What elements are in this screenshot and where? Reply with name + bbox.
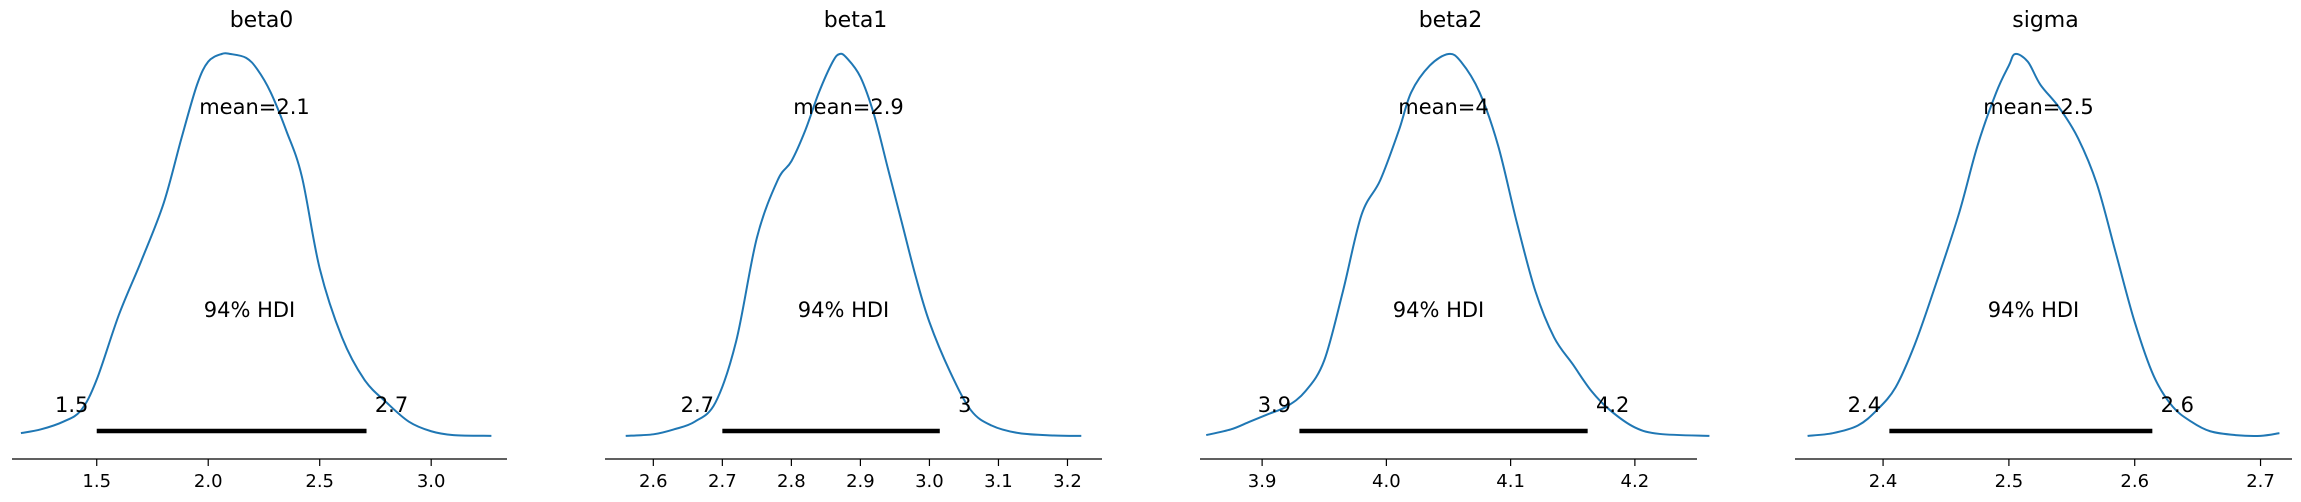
- hdi-label: 94% HDI: [798, 298, 890, 322]
- hdi-label: 94% HDI: [1393, 298, 1485, 322]
- x-tick-label: 2.9: [846, 471, 875, 492]
- panel-title: beta0: [230, 8, 294, 33]
- panel-title: sigma: [2012, 8, 2078, 33]
- hdi-high-label: 3: [958, 393, 971, 417]
- hdi-label: 94% HDI: [1988, 298, 2080, 322]
- hdi-high-label: 4.2: [1596, 393, 1629, 417]
- x-tick-label: 3.9: [1248, 471, 1277, 492]
- panel-title: beta2: [1419, 8, 1483, 33]
- x-tick-label: 2.5: [1995, 471, 2024, 492]
- hdi-low-label: 1.5: [55, 393, 88, 417]
- x-tick-label: 2.6: [639, 471, 668, 492]
- x-tick-label: 2.4: [1869, 471, 1898, 492]
- hdi-low-label: 3.9: [1258, 393, 1291, 417]
- mean-label: mean=4: [1398, 95, 1489, 119]
- hdi-low-label: 2.4: [1848, 393, 1881, 417]
- mean-label: mean=2.5: [1983, 95, 2094, 119]
- hdi-low-label: 2.7: [681, 393, 714, 417]
- hdi-label: 94% HDI: [204, 298, 296, 322]
- x-tick-label: 4.1: [1496, 471, 1525, 492]
- panel-title: beta1: [824, 8, 888, 33]
- density-line: [625, 52, 1082, 437]
- x-tick-label: 2.6: [2120, 471, 2149, 492]
- hdi-high-label: 2.7: [375, 393, 408, 417]
- x-tick-label: 1.5: [82, 471, 111, 492]
- x-tick-label: 3.0: [915, 471, 944, 492]
- x-tick-label: 2.0: [194, 471, 223, 492]
- x-tick-label: 2.7: [708, 471, 737, 492]
- mean-label: mean=2.9: [793, 95, 904, 119]
- x-tick-label: 3.2: [1053, 471, 1082, 492]
- x-tick-label: 3.0: [417, 471, 446, 492]
- x-tick-label: 3.1: [984, 471, 1013, 492]
- density-line: [1205, 52, 1710, 437]
- hdi-high-label: 2.6: [2161, 393, 2194, 417]
- mean-label: mean=2.1: [199, 95, 310, 119]
- panel-beta0: beta0 1.5 2.0 2.5 3.0 mean=2.1 94% HDI 1.5 2.7: [12, 8, 507, 492]
- x-tick-label: 4.0: [1372, 471, 1401, 492]
- panel-beta2: beta2 3.9 4.0 4.1 4.2 mean=4 94% HDI 3.9 4.2: [1200, 8, 1710, 492]
- x-tick-label: 4.2: [1621, 471, 1650, 492]
- x-tick-label: 2.5: [305, 471, 334, 492]
- density-line: [1807, 52, 2280, 437]
- panel-beta1: beta1 2.6 2.7 2.8 2.9 3.0 3.1 3.2 mean=2.9 94% HD…: [605, 8, 1102, 492]
- x-tick-label: 2.7: [2246, 471, 2275, 492]
- panel-sigma: sigma 2.4 2.5 2.6 2.7 mean=2.5 94% HDI 2.4 2.6: [1795, 8, 2292, 492]
- x-tick-label: 2.8: [777, 471, 806, 492]
- density-line: [20, 52, 492, 437]
